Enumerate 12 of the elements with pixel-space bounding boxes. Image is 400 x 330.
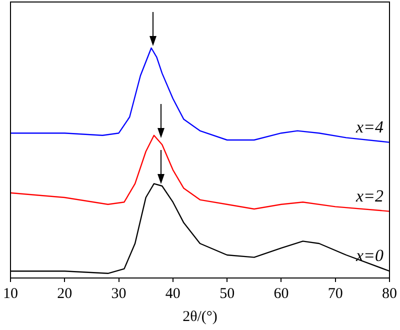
x-tick-label: 80 xyxy=(382,286,397,302)
x-tick-label: 10 xyxy=(3,286,18,302)
x-tick-label: 70 xyxy=(328,286,343,302)
x-axis-title: 2θ/(°) xyxy=(182,308,218,325)
series-label: x=4 xyxy=(354,117,384,136)
x-tick-label: 60 xyxy=(274,286,289,302)
series-label: x=2 xyxy=(354,186,384,206)
series-label: x=0 xyxy=(354,246,384,266)
x-tick-label: 40 xyxy=(165,286,180,302)
x-tick-label: 50 xyxy=(220,286,235,302)
x-tick-label: 20 xyxy=(57,286,72,302)
x-tick-label: 30 xyxy=(111,286,126,302)
